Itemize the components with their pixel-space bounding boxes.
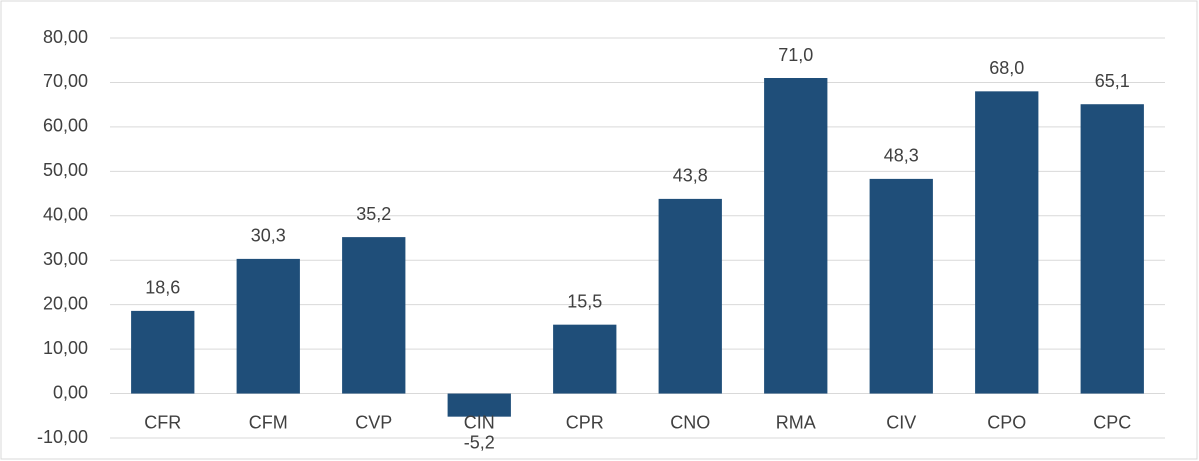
y-tick-label: 30,00 [43,249,88,269]
data-label: 71,0 [778,45,813,65]
x-tick-label: RMA [776,412,816,432]
x-tick-label: CPR [566,412,604,432]
x-tick-label: CPO [987,412,1026,432]
bar [553,324,617,394]
bar [1080,104,1144,394]
y-tick-label: 80,00 [43,27,88,47]
y-tick-label: 20,00 [43,293,88,313]
bar [658,198,722,394]
x-tick-label: CFR [144,412,181,432]
bar [975,91,1039,394]
bar [764,78,828,394]
data-label: 43,8 [673,166,708,186]
data-label: 68,0 [989,58,1024,78]
bar [131,310,195,394]
y-tick-label: 60,00 [43,116,88,136]
data-label: 15,5 [567,291,602,311]
data-label: 30,3 [251,226,286,246]
data-label: 65,1 [1095,71,1130,91]
x-tick-label: CNO [670,412,710,432]
bar [447,393,511,417]
x-tick-label: CFM [249,412,288,432]
y-tick-label: -10,00 [37,427,88,447]
data-label: -5,2 [464,432,495,452]
x-tick-label: CVP [355,412,392,432]
bar [342,237,406,394]
data-label: 48,3 [884,146,919,166]
data-label: 18,6 [145,278,180,298]
x-tick-label: CIN [464,412,495,432]
y-tick-label: 50,00 [43,160,88,180]
y-tick-label: 40,00 [43,205,88,225]
y-tick-label: 0,00 [53,382,88,402]
x-tick-label: CPC [1093,412,1131,432]
bar [236,258,300,394]
x-tick-label: CIV [886,412,916,432]
y-tick-label: 10,00 [43,338,88,358]
bar [869,178,933,394]
data-label: 35,2 [356,204,391,224]
y-tick-label: 70,00 [43,71,88,91]
